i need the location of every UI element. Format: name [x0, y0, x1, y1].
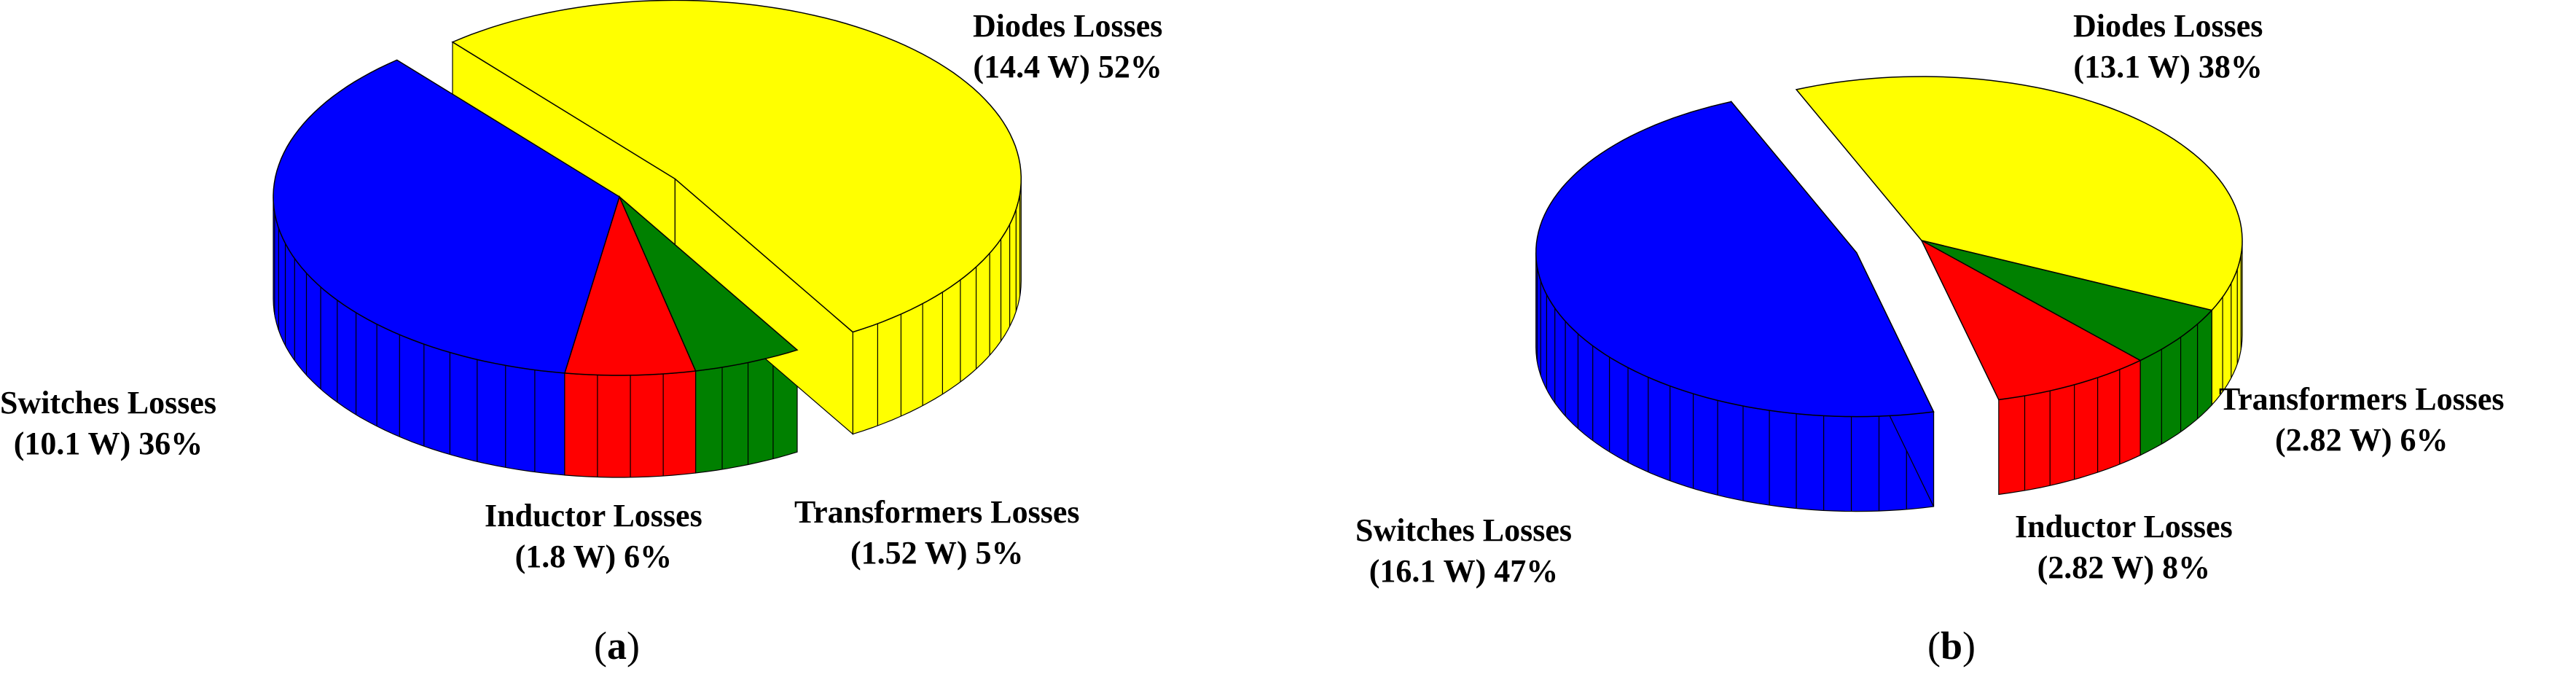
- slice-value: (16.1 W) 47%: [1369, 553, 1559, 589]
- slice-value: (13.1 W) 38%: [2073, 49, 2263, 85]
- slice-value: (10.1 W) 36%: [13, 426, 203, 461]
- caption-letter: a: [606, 624, 627, 668]
- label-b-transformers: Transformers Losses (2.82 W) 6%: [2219, 379, 2504, 461]
- label-a-switches: Switches Losses (10.1 W) 36%: [0, 383, 216, 464]
- label-b-inductor: Inductor Losses (2.82 W) 8%: [2015, 507, 2233, 588]
- slice-value: (1.52 W) 5%: [850, 535, 1024, 571]
- slice-name: Switches Losses: [1355, 512, 1573, 548]
- slice-name: Switches Losses: [0, 385, 217, 421]
- label-b-diodes: Diodes Losses (13.1 W) 38%: [2073, 6, 2263, 87]
- slice-value: (1.8 W) 6%: [514, 539, 673, 574]
- slice-b-transformers: [1921, 240, 2213, 362]
- slice-value: (14.4 W) 52%: [973, 49, 1162, 85]
- slice-b-switches: [1535, 101, 1935, 418]
- pie-chart-b: [1535, 76, 2243, 512]
- label-a-diodes: Diodes Losses (14.4 W) 52%: [973, 6, 1162, 87]
- label-a-transformers: Transformers Losses (1.52 W) 5%: [794, 492, 1079, 574]
- slice-name: Diodes Losses: [2073, 8, 2263, 44]
- slice-name: Diodes Losses: [973, 8, 1163, 44]
- slice-b-diodes: [1795, 76, 2243, 311]
- caption-b: (b): [1927, 624, 1976, 668]
- caption-letter: b: [1940, 624, 1963, 668]
- pie-chart-a: [273, 0, 1022, 478]
- slice-name: Inductor Losses: [485, 498, 702, 534]
- slice-a-inductor: [563, 195, 697, 376]
- slice-name: Transformers Losses: [794, 494, 1080, 530]
- label-b-switches: Switches Losses (16.1 W) 47%: [1355, 510, 1572, 592]
- slice-a-diodes: [451, 0, 1022, 333]
- slice-a-switches: [273, 59, 620, 374]
- slice-b-inductor: [1920, 239, 2142, 401]
- slice-value: (2.82 W) 6%: [2274, 422, 2448, 458]
- slice-a-transformers: [619, 196, 799, 372]
- slice-name: Inductor Losses: [2015, 509, 2233, 544]
- caption-a: (a): [594, 624, 640, 668]
- slice-name: Transformers Losses: [2219, 381, 2505, 417]
- label-a-inductor: Inductor Losses (1.8 W) 6%: [485, 496, 702, 577]
- slice-value: (2.82 W) 8%: [2037, 550, 2211, 585]
